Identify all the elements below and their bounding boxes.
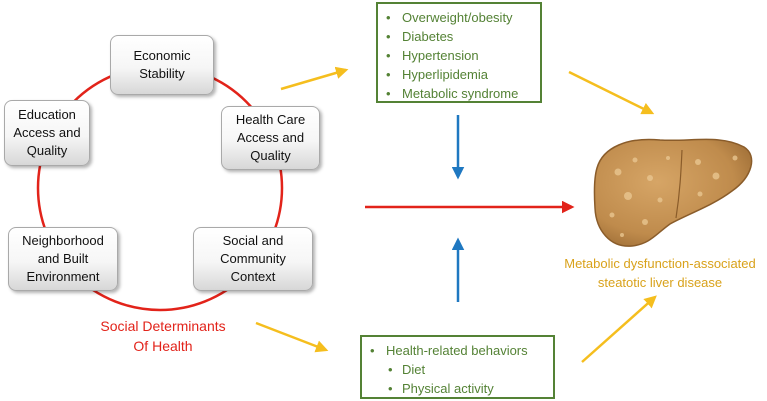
education-access-box: Education Access and Quality bbox=[4, 100, 90, 166]
list-item: Hyperlipidemia bbox=[378, 65, 540, 84]
metabolic-conditions-box: Overweight/obesity Diabetes Hypertension… bbox=[376, 2, 542, 103]
health-behaviors-list: Health-related behaviors Diet Physical a… bbox=[362, 341, 553, 398]
arrow-behaviors-to-liver bbox=[581, 295, 657, 363]
list-item: Hypertension bbox=[378, 46, 540, 65]
sdoh-title-line2: Of Health bbox=[133, 338, 193, 354]
behaviors-header: Health-related behaviors bbox=[362, 341, 553, 360]
health-care-access-box: Health Care Access and Quality bbox=[221, 106, 320, 170]
sdoh-title: Social Determinants Of Health bbox=[70, 316, 256, 356]
liver-illustration bbox=[593, 138, 753, 247]
economic-stability-box: Economic Stability bbox=[110, 35, 214, 95]
list-item: Metabolic syndrome bbox=[378, 84, 540, 103]
health-behaviors-box: Health-related behaviors Diet Physical a… bbox=[360, 335, 555, 399]
arrow-conditions-to-liver bbox=[568, 70, 655, 115]
list-item: Overweight/obesity bbox=[378, 8, 540, 27]
metabolic-conditions-list: Overweight/obesity Diabetes Hypertension… bbox=[378, 8, 540, 103]
list-item: Diet bbox=[362, 360, 553, 379]
arrow-sdoh-to-conditions bbox=[280, 66, 349, 91]
neighborhood-environment-box: Neighborhood and Built Environment bbox=[8, 227, 118, 291]
sdoh-title-line1: Social Determinants bbox=[100, 318, 226, 334]
arrow-sdoh-to-behaviors bbox=[255, 321, 329, 353]
list-item: Physical activity bbox=[362, 379, 553, 398]
list-item: Diabetes bbox=[378, 27, 540, 46]
social-community-context-box: Social and Community Context bbox=[193, 227, 313, 291]
masld-label: Metabolic dysfunction-associated steatot… bbox=[564, 256, 756, 290]
